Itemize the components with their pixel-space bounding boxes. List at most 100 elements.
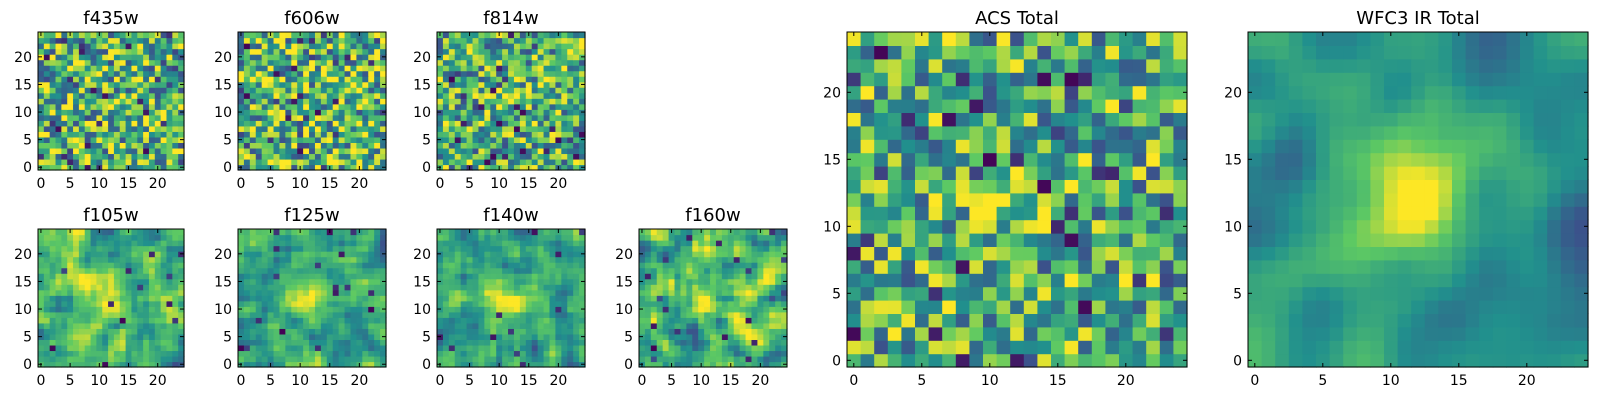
heatmap-cell <box>172 317 179 324</box>
heatmap-cell <box>710 333 717 340</box>
heatmap-cell <box>338 278 346 285</box>
heatmap-cell <box>567 361 574 368</box>
heatmap-cell <box>172 32 179 39</box>
heatmap-cell <box>166 32 173 39</box>
heatmap-cell <box>67 37 74 44</box>
heatmap-cell <box>680 317 687 324</box>
heatmap-cell <box>454 267 462 274</box>
heatmap-cell <box>143 120 150 127</box>
heatmap-cell <box>154 306 162 313</box>
heatmap-cell <box>119 43 127 50</box>
heatmap-cell <box>692 278 699 285</box>
heatmap-cell <box>561 81 568 88</box>
heatmap-cell <box>160 355 168 363</box>
heatmap-cell <box>320 355 328 363</box>
heatmap-cell <box>502 103 509 110</box>
heatmap-cell <box>137 131 144 138</box>
heatmap-cell <box>261 32 269 39</box>
heatmap-cell <box>368 273 375 280</box>
heatmap-cell <box>43 37 51 44</box>
heatmap-cell <box>43 70 51 77</box>
heatmap-cell <box>291 76 298 83</box>
heatmap-cell <box>61 273 68 280</box>
y-tick-label: 15 <box>615 274 633 290</box>
heatmap-cell <box>543 147 551 155</box>
heatmap-cell <box>38 289 45 296</box>
heatmap-cell <box>102 131 109 138</box>
heatmap-cell <box>715 344 723 352</box>
heatmap-cell <box>309 114 316 121</box>
heatmap-cell <box>942 192 957 207</box>
heatmap-cell <box>309 70 316 77</box>
heatmap-cell <box>448 311 456 318</box>
heatmap-cell <box>472 229 480 236</box>
heatmap-cell <box>143 87 150 94</box>
heatmap-cell <box>915 166 930 180</box>
heatmap-cell <box>356 317 363 324</box>
heatmap-cell <box>472 278 480 285</box>
heatmap-cell <box>338 245 346 252</box>
heatmap-cell <box>55 262 62 269</box>
heatmap-cell <box>1010 166 1025 180</box>
heatmap-cell <box>448 300 456 307</box>
heatmap-cell <box>255 48 263 55</box>
heatmap-cell <box>537 273 545 280</box>
heatmap-cell <box>969 166 984 180</box>
heatmap-cell <box>484 240 491 247</box>
heatmap-cell <box>1132 206 1147 221</box>
heatmap-cell <box>1132 313 1147 328</box>
heatmap-cell <box>437 37 444 44</box>
heatmap-cell <box>154 120 162 127</box>
heatmap-cell <box>531 59 539 66</box>
heatmap-cell <box>490 136 497 143</box>
heatmap-cell <box>96 317 103 324</box>
heatmap-cell <box>374 251 381 258</box>
heatmap-cell <box>874 273 889 288</box>
heatmap-cell <box>519 70 527 77</box>
heatmap-cell <box>513 92 521 99</box>
heatmap-cell <box>90 355 97 363</box>
heatmap-cell <box>267 70 275 77</box>
heatmap-cell <box>61 164 68 171</box>
heatmap-cell <box>769 234 776 241</box>
heatmap-cell <box>490 114 497 121</box>
heatmap-cell <box>519 103 527 110</box>
heatmap-cell <box>745 328 753 335</box>
heatmap-cell <box>727 267 735 274</box>
heatmap-cell <box>166 131 173 138</box>
heatmap-cell <box>297 256 304 263</box>
heatmap-cell <box>484 355 491 363</box>
heatmap-cell <box>513 317 521 324</box>
heatmap-cell <box>49 339 57 346</box>
heatmap-cell <box>238 267 245 274</box>
heatmap-cell <box>680 339 687 346</box>
heatmap-cell <box>102 262 109 269</box>
heatmap-cell <box>261 136 269 143</box>
heatmap-cell <box>437 240 444 247</box>
heatmap-cell <box>490 43 497 50</box>
heatmap-cell <box>356 278 363 285</box>
heatmap-cell <box>496 311 503 318</box>
heatmap-cell <box>531 229 539 236</box>
heatmap-cell <box>326 344 334 352</box>
heatmap-cell <box>61 131 68 138</box>
heatmap-cell <box>67 70 74 77</box>
heatmap-cell <box>727 311 735 318</box>
heatmap-cell <box>496 267 503 274</box>
heatmap-cell <box>43 267 51 274</box>
heatmap-cell <box>96 65 103 72</box>
heatmap-cell <box>915 340 930 355</box>
heatmap-cell <box>108 32 115 39</box>
heatmap-cell <box>84 54 92 61</box>
heatmap-cell <box>154 158 162 166</box>
heatmap-cell <box>108 142 115 149</box>
heatmap-cell <box>472 344 480 352</box>
heatmap-cell <box>55 142 62 149</box>
heatmap-cell <box>727 300 735 307</box>
heatmap-cell <box>549 256 556 263</box>
heatmap-cell <box>137 289 144 296</box>
heatmap-cell <box>131 59 138 66</box>
heatmap-cell <box>356 131 363 138</box>
heatmap-cell <box>125 333 133 340</box>
heatmap-cell <box>698 240 705 247</box>
